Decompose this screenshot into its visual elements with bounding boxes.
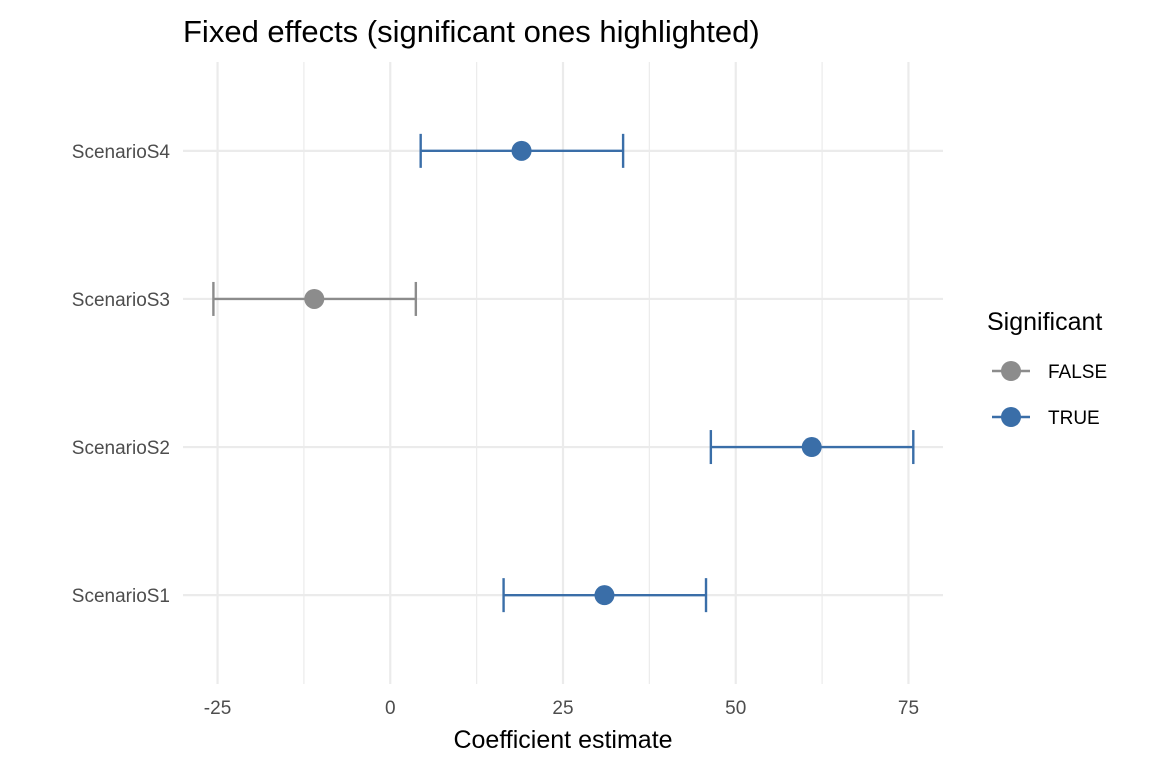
legend-label: TRUE — [1048, 408, 1100, 429]
chart-title: Fixed effects (significant ones highligh… — [183, 14, 760, 49]
y-tick-label: ScenarioS4 — [72, 142, 171, 163]
point-range-scenarios3 — [212, 281, 418, 316]
legend-label: FALSE — [1048, 362, 1107, 383]
legend-item-true: TRUE — [992, 407, 1100, 429]
y-tick-label: ScenarioS3 — [72, 290, 170, 311]
x-tick-label: 50 — [725, 698, 746, 719]
estimate-point — [511, 140, 532, 161]
estimate-point — [304, 288, 325, 309]
legend-key-point — [1001, 361, 1021, 381]
point-range-scenarios2 — [709, 430, 915, 465]
x-tick-label: 75 — [898, 698, 919, 719]
x-axis-label: Coefficient estimate — [453, 726, 672, 754]
y-tick-label: ScenarioS2 — [72, 438, 170, 459]
x-tick-label: 0 — [385, 698, 396, 719]
legend-title: Significant — [987, 308, 1102, 336]
x-tick-label: -25 — [204, 698, 231, 719]
legend-key-point — [1001, 407, 1021, 427]
y-tick-label: ScenarioS1 — [72, 586, 170, 607]
legend: Significant FALSE TRUE — [987, 308, 1107, 429]
x-tick-label: 25 — [552, 698, 573, 719]
estimate-point — [801, 437, 822, 458]
grid-layer — [183, 62, 943, 684]
point-range-scenarios1 — [502, 578, 708, 613]
point-ranges — [212, 133, 915, 613]
legend-item-false: FALSE — [992, 361, 1107, 383]
y-tick-labels: ScenarioS1 ScenarioS2 ScenarioS3 ScenarioS4 — [72, 142, 171, 607]
x-tick-labels: -25 0 25 50 75 — [204, 698, 919, 719]
point-range-scenarios4 — [419, 133, 625, 168]
estimate-point — [594, 585, 615, 606]
